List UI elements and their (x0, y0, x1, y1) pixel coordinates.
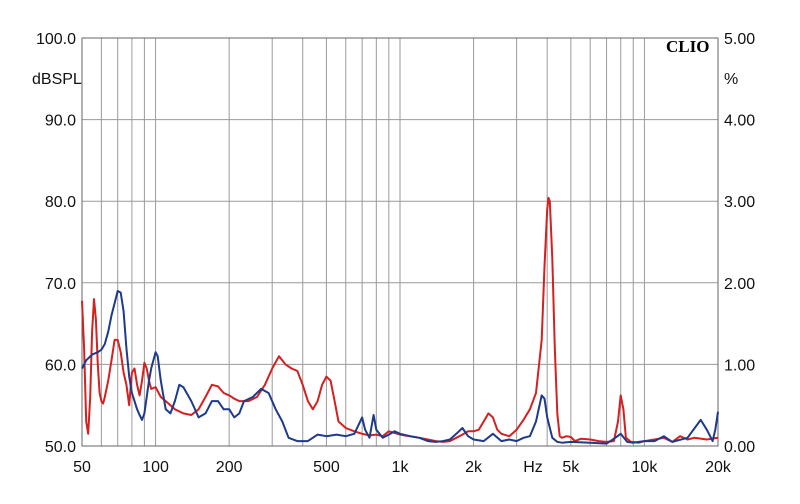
y-right-tick-label: 0.00 (724, 439, 755, 456)
x-tick-label: 200 (216, 459, 243, 476)
y-right-tick-label: 1.00 (724, 357, 755, 374)
y-right-tick-label: 5.00 (724, 31, 755, 48)
y-right-tick-label: 2.00 (724, 276, 755, 293)
plot-frame (81, 37, 719, 447)
clio-brand-label: CLIO (666, 37, 709, 56)
y-right-tick-labels: 0.00 1.00 2.00 3.00 4.00 5.00 (724, 31, 755, 456)
blue-series-line (81, 290, 719, 445)
y-left-tick-label: 70.0 (45, 276, 76, 293)
x-tick-label: 500 (313, 459, 340, 476)
x-tick-label: 1k (392, 459, 410, 476)
x-tick-label: 5k (562, 459, 580, 476)
y-left-tick-label: 60.0 (45, 357, 76, 374)
y-left-tick-label: 50.0 (45, 439, 76, 456)
y-left-tick-labels: 50.0 60.0 70.0 80.0 90.0 100.0 (36, 31, 76, 456)
y-left-tick-label: 90.0 (45, 113, 76, 130)
x-tick-label: 10k (632, 459, 659, 476)
series-layer (81, 196, 719, 445)
y-left-tick-label: 80.0 (45, 194, 76, 211)
x-tick-label: 2k (465, 459, 483, 476)
x-tick-label: Hz (523, 459, 543, 476)
y-right-tick-label: 4.00 (724, 113, 755, 130)
y-right-unit-label: % (724, 71, 738, 88)
x-tick-label: 20k (705, 459, 732, 476)
y-right-tick-label: 3.00 (724, 194, 755, 211)
x-tick-labels: 50 100 200 500 1k 2k Hz 5k 10k 20k (73, 459, 732, 476)
red-series-line (81, 196, 719, 444)
x-tick-label: 100 (142, 459, 169, 476)
y-left-unit-label: dBSPL (32, 71, 82, 88)
x-tick-label: 50 (73, 459, 91, 476)
vertical-grid (81, 38, 719, 446)
y-left-tick-label: 100.0 (36, 31, 76, 48)
